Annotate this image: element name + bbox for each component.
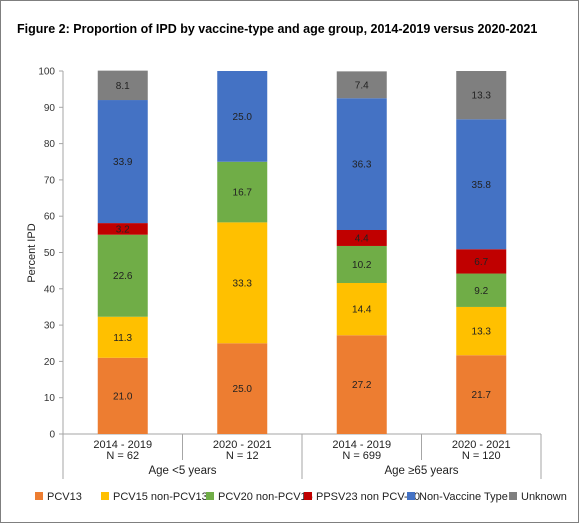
y-tick-label: 60	[44, 212, 56, 223]
data-label: 3.2	[116, 224, 130, 235]
legend-entry: Non-Vaccine Type	[419, 491, 508, 503]
data-label: 6.7	[474, 257, 488, 268]
data-label: 13.3	[472, 91, 492, 102]
data-label: 21.7	[472, 390, 492, 401]
bar-segment	[97, 316, 148, 358]
x-tick-label: 2014 - 2019	[332, 439, 391, 451]
bar-segment	[336, 229, 387, 246]
bar-segment	[456, 249, 507, 274]
x-tick-label: 2014 - 2019	[93, 439, 152, 451]
bar-segment	[336, 98, 387, 230]
y-tick-label: 40	[44, 284, 56, 295]
y-tick-label: 90	[44, 103, 56, 114]
legend: PCV13 PCV15 non-PCV13 PCV20 non-PCV15 PPSV2…	[35, 491, 567, 503]
x-tick-n-label: N = 62	[106, 450, 139, 462]
bar-segment	[336, 71, 387, 99]
y-tick-label: 100	[38, 67, 55, 78]
legend-swatch	[509, 492, 517, 500]
legend-entry: Unknown	[521, 491, 567, 503]
x-tick-n-label: N = 120	[462, 450, 501, 462]
data-label: 33.9	[113, 157, 133, 168]
bar-segment	[97, 223, 148, 235]
legend-entry: PPSV23 non PCV-20	[316, 491, 420, 503]
bar-segment	[336, 245, 387, 283]
y-tick-label: 20	[44, 357, 56, 368]
bar-segment	[97, 70, 148, 101]
y-tick-label: 0	[49, 430, 55, 441]
y-tick-label: 30	[44, 321, 56, 332]
data-label: 21.0	[113, 391, 133, 402]
bar-segment	[336, 282, 387, 336]
legend-swatch	[206, 492, 214, 500]
bar-segment	[456, 355, 507, 434]
x-tick-label: 2020 - 2021	[452, 439, 511, 451]
legend-swatch	[304, 492, 312, 500]
data-label: 33.3	[233, 278, 253, 289]
data-label: 16.7	[233, 188, 253, 199]
data-label: 8.1	[116, 81, 130, 92]
data-label: 27.2	[352, 380, 372, 391]
data-label: 25.0	[233, 384, 253, 395]
x-tick-label: 2020 - 2021	[213, 439, 272, 451]
bar-segment	[456, 71, 507, 120]
legend-entry: PCV13	[47, 491, 82, 503]
legend-entry: PCV20 non-PCV15	[218, 491, 313, 503]
y-tick-label: 80	[44, 139, 56, 150]
chart-title: Figure 2: Proportion of IPD by vaccine-t…	[17, 22, 537, 36]
data-label: 35.8	[472, 180, 492, 191]
legend-swatch	[101, 492, 109, 500]
x-tick-n-label: N = 699	[342, 450, 381, 462]
y-tick-label: 70	[44, 175, 56, 186]
data-label: 13.3	[472, 327, 492, 338]
bar-segment	[217, 343, 268, 434]
x-group-label: Age ≥65 years	[384, 465, 458, 477]
bar-segment	[217, 71, 268, 162]
data-label: 14.4	[352, 305, 372, 316]
x-group-label: Age <5 years	[148, 465, 216, 477]
y-axis-label: Percent IPD	[26, 223, 38, 282]
bar-segment	[217, 222, 268, 344]
data-label: 11.3	[113, 333, 132, 344]
bar-segment	[456, 119, 507, 250]
bars: 21.0 11.3 22.6 3.2 33.9 8.1 25.0 33.3 16.7 25.0 27…	[97, 70, 507, 434]
bar-segment	[456, 306, 507, 356]
data-label: 9.2	[474, 286, 488, 297]
legend-entry: PCV15 non-PCV13	[113, 491, 208, 503]
y-tick-label: 50	[44, 248, 56, 259]
data-label: 22.6	[113, 271, 133, 282]
data-label: 36.3	[352, 160, 372, 171]
bar-segment	[97, 357, 148, 434]
bar-segment	[217, 161, 268, 223]
bar-segment	[97, 100, 148, 224]
x-tick-n-label: N = 12	[226, 450, 259, 462]
bar-segment	[336, 335, 387, 434]
y-tick-label: 10	[44, 393, 56, 404]
bar-segment	[97, 234, 148, 317]
data-label: 25.0	[233, 112, 253, 123]
data-label: 10.2	[352, 260, 372, 271]
data-label: 4.4	[355, 233, 369, 244]
data-label: 7.4	[355, 80, 369, 91]
legend-swatch	[407, 492, 415, 500]
bar-segment	[456, 273, 507, 307]
legend-swatch	[35, 492, 43, 500]
